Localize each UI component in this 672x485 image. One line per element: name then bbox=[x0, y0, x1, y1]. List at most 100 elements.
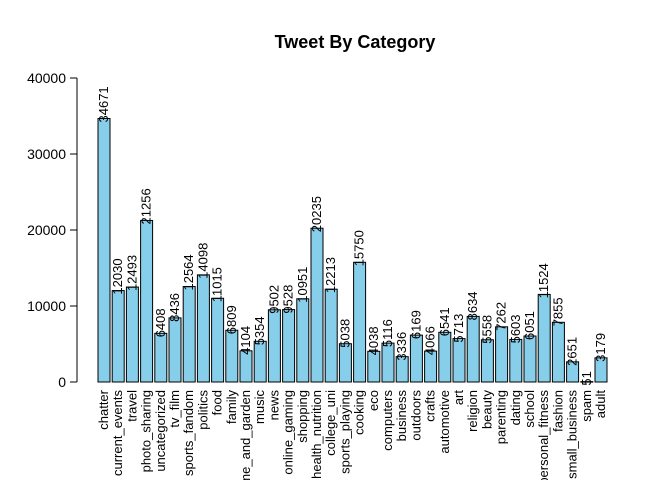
bar-sports_fandom bbox=[182, 286, 196, 383]
value-label-uncategorized: 6408 bbox=[153, 308, 168, 337]
category-label-online_gaming: online_gaming bbox=[281, 390, 296, 475]
bar-home_and_garden bbox=[239, 350, 253, 383]
category-label-travel: travel bbox=[124, 390, 139, 422]
value-label-dating: 5603 bbox=[508, 314, 523, 343]
bar-food bbox=[211, 297, 225, 383]
value-label-chatter: 34671 bbox=[96, 86, 111, 122]
value-label-college_uni: 12213 bbox=[323, 257, 338, 293]
category-label-current_events: current_events bbox=[110, 390, 125, 476]
value-label-travel: 12493 bbox=[124, 255, 139, 291]
x-tick-labels: chatter current_events travel photo_sharing… bbox=[96, 389, 608, 480]
category-label-family: family bbox=[224, 390, 239, 424]
category-label-dating: dating bbox=[508, 390, 523, 425]
bar-fashion bbox=[551, 321, 565, 383]
y-tick-label: 10000 bbox=[27, 298, 66, 314]
bar-family bbox=[225, 329, 239, 383]
y-tick-label: 0 bbox=[58, 374, 66, 390]
value-label-adult: 3179 bbox=[593, 333, 608, 362]
category-label-uncategorized: uncategorized bbox=[153, 390, 168, 472]
bar-travel bbox=[125, 286, 139, 383]
category-label-music: music bbox=[252, 390, 267, 424]
category-label-business: business bbox=[394, 390, 409, 442]
bar-music bbox=[253, 340, 267, 383]
category-label-news: news bbox=[266, 390, 281, 421]
category-label-outdoors: outdoors bbox=[408, 390, 423, 441]
category-label-spam: spam bbox=[579, 390, 594, 422]
chart-title: Tweet By Category bbox=[275, 32, 436, 52]
category-label-politics: politics bbox=[195, 390, 210, 430]
category-label-chatter: chatter bbox=[96, 389, 111, 429]
bar-dating bbox=[509, 338, 523, 383]
value-label-cooking: 15750 bbox=[352, 230, 367, 266]
value-label-sports_playing: 5038 bbox=[337, 319, 352, 348]
category-label-eco: eco bbox=[366, 390, 381, 411]
bar-politics bbox=[196, 274, 210, 383]
value-label-computers: 5116 bbox=[380, 319, 395, 347]
category-label-adult: adult bbox=[593, 390, 608, 419]
category-label-small_business: small_business bbox=[565, 390, 580, 479]
category-label-beauty: beauty bbox=[479, 390, 494, 430]
value-label-business: 3336 bbox=[394, 332, 409, 361]
bar-religion bbox=[466, 315, 480, 383]
y-tick-label: 30000 bbox=[27, 146, 66, 162]
bar-small_business bbox=[566, 361, 580, 383]
category-label-automotive: automotive bbox=[437, 390, 452, 454]
bar-current_events bbox=[111, 290, 125, 383]
value-label-news: 9502 bbox=[266, 285, 281, 314]
bar-uncategorized bbox=[154, 332, 168, 383]
value-label-religion: 8634 bbox=[465, 291, 480, 320]
category-label-home_and_garden: home_and_garden bbox=[238, 390, 253, 480]
category-label-sports_fandom: sports_fandom bbox=[181, 390, 196, 476]
category-label-sports_playing: sports_playing bbox=[337, 390, 352, 474]
value-label-parenting: 7262 bbox=[494, 302, 509, 331]
category-label-photo_sharing: photo_sharing bbox=[139, 390, 154, 472]
category-label-tv_film: tv_film bbox=[167, 390, 182, 428]
category-label-school: school bbox=[522, 390, 537, 428]
value-label-tv_film: 8436 bbox=[167, 293, 182, 322]
bar-personal_fitness bbox=[537, 293, 551, 383]
value-label-school: 6051 bbox=[522, 311, 537, 340]
value-label-home_and_garden: 4104 bbox=[238, 326, 253, 355]
category-label-fashion: fashion bbox=[550, 390, 565, 432]
value-label-online_gaming: 9528 bbox=[281, 285, 296, 314]
value-label-current_events: 12030 bbox=[110, 258, 125, 294]
value-label-automotive: 6541 bbox=[437, 307, 452, 336]
category-label-personal_fitness: personal_fitness bbox=[536, 390, 551, 480]
bar-chatter bbox=[97, 118, 111, 383]
bar-health_nutrition bbox=[310, 227, 324, 383]
value-label-fashion: 7855 bbox=[550, 297, 565, 326]
bar-eco bbox=[367, 350, 381, 383]
bar-news bbox=[267, 309, 281, 383]
value-label-music: 5354 bbox=[252, 316, 267, 345]
category-label-art: art bbox=[451, 390, 466, 406]
bar-computers bbox=[381, 342, 395, 383]
bar-parenting bbox=[495, 326, 509, 383]
value-label-crafts: 4066 bbox=[423, 326, 438, 355]
category-label-parenting: parenting bbox=[494, 390, 509, 444]
bar-spam bbox=[580, 381, 594, 383]
bar-sports_playing bbox=[338, 343, 352, 383]
bar-adult bbox=[594, 357, 608, 383]
bar-business bbox=[395, 356, 409, 383]
bar-college_uni bbox=[324, 288, 338, 383]
value-label-beauty: 5558 bbox=[479, 315, 494, 344]
bar-beauty bbox=[480, 339, 494, 383]
category-label-shopping: shopping bbox=[295, 390, 310, 443]
category-label-crafts: crafts bbox=[423, 390, 438, 422]
bar-online_gaming bbox=[282, 309, 296, 383]
bar-tv_film bbox=[168, 317, 182, 383]
value-label-health_nutrition: 20235 bbox=[309, 196, 324, 232]
category-label-college_uni: college_uni bbox=[323, 390, 338, 456]
value-label-shopping: 10951 bbox=[295, 267, 310, 303]
bar-automotive bbox=[438, 331, 452, 383]
bar-outdoors bbox=[409, 334, 423, 383]
bar-art bbox=[452, 338, 466, 383]
bars bbox=[97, 118, 608, 383]
category-label-computers: computers bbox=[380, 390, 395, 451]
value-label-small_business: 2651 bbox=[565, 337, 580, 366]
category-label-health_nutrition: health_nutrition bbox=[309, 390, 324, 479]
bar-shopping bbox=[296, 298, 310, 383]
